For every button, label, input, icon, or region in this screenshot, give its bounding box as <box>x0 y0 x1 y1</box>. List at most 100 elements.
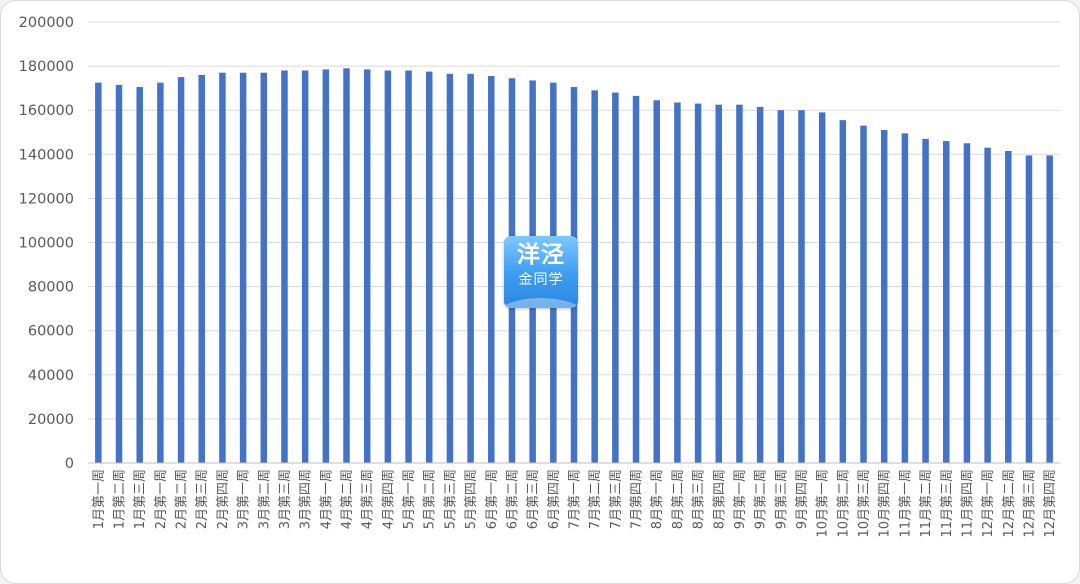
x-tick-label: 8月第一周 <box>650 469 665 529</box>
y-tick-label: 20000 <box>28 412 74 428</box>
x-tick-label: 7月第二周 <box>588 469 603 529</box>
x-tick-label: 1月第一周 <box>92 469 107 529</box>
x-tick-label: 6月第二周 <box>505 469 520 529</box>
x-tick-label: 12月第一周 <box>981 469 996 538</box>
bar <box>963 143 971 463</box>
x-tick-label: 1月第三周 <box>133 469 148 529</box>
bar <box>1025 155 1033 463</box>
y-tick-label: 80000 <box>28 280 74 296</box>
bar <box>219 72 226 464</box>
y-tick-label: 100000 <box>19 236 74 252</box>
x-tick-label: 11月第二周 <box>919 469 934 538</box>
x-tick-label: 4月第一周 <box>319 469 334 529</box>
bar <box>363 69 371 463</box>
bar <box>1046 155 1053 463</box>
x-tick-label: 6月第一周 <box>485 469 500 529</box>
x-tick-label: 9月第一周 <box>733 469 748 529</box>
x-tick-label: 5月第四周 <box>464 469 479 529</box>
x-tick-label: 5月第二周 <box>423 469 438 529</box>
bar <box>1005 150 1012 464</box>
x-tick-label: 2月第一周 <box>154 469 169 529</box>
bar <box>281 70 288 463</box>
y-tick-label: 200000 <box>19 15 74 31</box>
x-tick-label: 11月第四周 <box>960 469 975 538</box>
bar <box>136 87 143 464</box>
x-tick-label: 11月第三周 <box>940 469 955 538</box>
x-tick-label: 9月第三周 <box>774 469 789 529</box>
bar <box>839 120 847 464</box>
watermark-arc <box>504 298 578 308</box>
bar <box>922 138 929 463</box>
bar <box>777 110 785 463</box>
x-tick-label: 8月第二周 <box>671 469 686 529</box>
bar <box>632 95 640 464</box>
bar <box>860 125 867 463</box>
bar <box>301 70 309 463</box>
x-tick-label: 3月第二周 <box>257 469 272 529</box>
bar <box>239 72 247 464</box>
bar <box>818 112 826 464</box>
x-tick-label: 7月第四周 <box>630 469 645 529</box>
bar <box>405 70 412 463</box>
gridlines <box>88 21 1060 420</box>
bar <box>467 73 474 463</box>
x-tick-label: 8月第四周 <box>712 469 727 529</box>
bar <box>115 84 123 463</box>
y-tick-label: 120000 <box>19 191 74 207</box>
x-tick-label: 5月第一周 <box>402 469 417 529</box>
bar <box>446 73 454 463</box>
x-tick-label: 12月第三周 <box>1022 469 1037 538</box>
x-tick-label: 11月第一周 <box>898 469 913 538</box>
bar <box>798 110 805 463</box>
x-tick-label: 9月第二周 <box>754 469 769 529</box>
bar <box>425 71 433 464</box>
bar <box>177 77 185 464</box>
bar <box>736 104 743 463</box>
bar <box>943 141 950 463</box>
bar <box>591 90 598 464</box>
bar <box>322 69 330 463</box>
y-tick-label: 40000 <box>28 368 74 384</box>
x-tick-label: 5月第三周 <box>443 469 458 529</box>
x-tick-label: 1月第二周 <box>113 469 128 529</box>
x-tick-label: 8月第三周 <box>692 469 707 529</box>
bar <box>198 74 205 464</box>
bar <box>901 133 909 463</box>
y-tick-label: 140000 <box>19 147 74 163</box>
y-tick-label: 180000 <box>19 59 74 75</box>
bar <box>653 100 660 463</box>
bar <box>260 72 268 464</box>
bar <box>384 70 392 463</box>
x-tick-label: 3月第四周 <box>299 469 314 529</box>
watermark-line2: 金同学 <box>518 272 564 288</box>
x-tick-label: 2月第三周 <box>195 469 210 529</box>
bar <box>488 76 495 464</box>
x-tick-label: 3月第三周 <box>278 469 293 529</box>
watermark-logo: 洋泾 金同学 <box>504 236 578 308</box>
y-tick-label: 0 <box>65 456 74 472</box>
watermark-line1: 洋泾 <box>517 242 565 268</box>
bar <box>880 130 888 464</box>
bar <box>715 104 723 463</box>
bar <box>984 147 991 463</box>
x-axis-ticks: 1月第一周 1月第二周 1月第三周 2月第一周 2月第二周 2月第三周 2月第四周 3月第一周… <box>92 469 1058 538</box>
x-tick-label: 3月第一周 <box>237 469 252 529</box>
x-tick-label: 10月第三周 <box>857 469 872 538</box>
x-tick-label: 7月第三周 <box>609 469 624 529</box>
bar <box>674 102 681 463</box>
bar <box>95 82 102 463</box>
x-tick-label: 4月第三周 <box>361 469 376 529</box>
bar <box>694 103 702 463</box>
x-tick-label: 12月第四周 <box>1043 469 1058 538</box>
bar <box>612 92 619 463</box>
bar <box>157 82 164 463</box>
x-tick-label: 6月第三周 <box>526 469 541 529</box>
y-tick-label: 60000 <box>28 324 74 340</box>
x-tick-label: 10月第一周 <box>816 469 831 538</box>
x-tick-label: 6月第四周 <box>547 469 562 529</box>
x-tick-label: 4月第二周 <box>340 469 355 529</box>
x-tick-label: 7月第一周 <box>568 469 583 529</box>
x-tick-label: 4月第四周 <box>381 469 396 529</box>
x-tick-label: 12月第二周 <box>1002 469 1017 538</box>
x-tick-label: 10月第四周 <box>878 469 893 538</box>
